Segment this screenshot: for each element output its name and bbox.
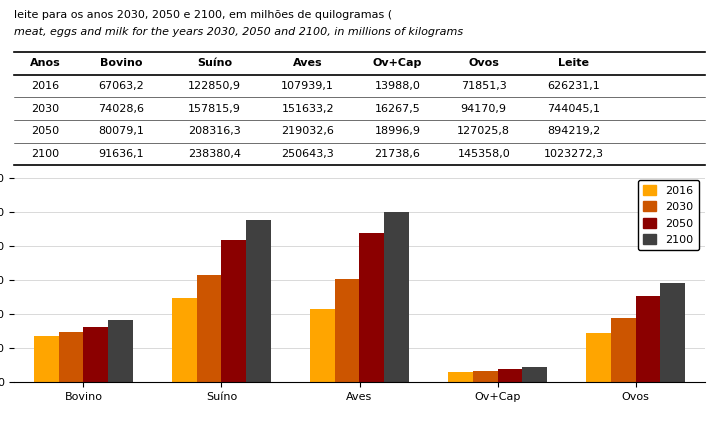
Bar xyxy=(247,220,271,382)
Bar xyxy=(196,275,221,382)
Text: 122850,9: 122850,9 xyxy=(188,81,241,91)
Bar xyxy=(83,328,109,382)
Bar xyxy=(109,320,133,382)
Text: 21738,6: 21738,6 xyxy=(375,149,421,159)
Text: meat, eggs and milk for the years 2030, 2050 and 2100, in millions of kilograms: meat, eggs and milk for the years 2030, … xyxy=(14,27,464,37)
Text: Bovino: Bovino xyxy=(100,59,142,69)
Text: leite para os anos 2030, 2050 e 2100, em milhões de quilogramas (: leite para os anos 2030, 2050 e 2100, em… xyxy=(14,10,396,20)
Text: 18996,9: 18996,9 xyxy=(375,126,421,136)
Text: 13988,0: 13988,0 xyxy=(375,81,421,91)
Text: 894219,2: 894219,2 xyxy=(547,126,600,136)
Legend: 2016, 2030, 2050, 2100: 2016, 2030, 2050, 2100 xyxy=(638,180,699,250)
Text: 127025,8: 127025,8 xyxy=(457,126,510,136)
Text: 2050: 2050 xyxy=(32,126,60,136)
Text: 2030: 2030 xyxy=(32,104,60,114)
Bar xyxy=(661,283,685,382)
Bar xyxy=(586,333,610,382)
Text: 107939,1: 107939,1 xyxy=(281,81,334,91)
Text: 16267,5: 16267,5 xyxy=(375,104,421,114)
Text: Aves: Aves xyxy=(293,59,323,69)
Text: Suíno: Suíno xyxy=(197,59,232,69)
Bar xyxy=(334,279,360,382)
Text: Anos: Anos xyxy=(30,59,61,69)
Bar xyxy=(448,372,472,382)
Bar xyxy=(610,318,636,382)
Text: 626231,1: 626231,1 xyxy=(547,81,600,91)
Text: 94170,9: 94170,9 xyxy=(461,104,507,114)
Text: Ovos: Ovos xyxy=(468,59,499,69)
Bar xyxy=(310,309,334,382)
Bar xyxy=(385,212,409,382)
Text: 91636,1: 91636,1 xyxy=(99,149,145,159)
Text: 208316,3: 208316,3 xyxy=(188,126,241,136)
Bar xyxy=(472,371,498,382)
Text: 2016: 2016 xyxy=(32,81,60,91)
Text: 71851,3: 71851,3 xyxy=(461,81,507,91)
Text: 145358,0: 145358,0 xyxy=(457,149,510,159)
Text: 744045,1: 744045,1 xyxy=(547,104,600,114)
Bar xyxy=(58,332,83,382)
Text: 67063,2: 67063,2 xyxy=(99,81,145,91)
Text: 74028,6: 74028,6 xyxy=(99,104,145,114)
Bar xyxy=(34,336,58,382)
Text: 238380,4: 238380,4 xyxy=(188,149,241,159)
Text: 157815,9: 157815,9 xyxy=(188,104,241,114)
Bar xyxy=(636,296,661,382)
Text: 80079,1: 80079,1 xyxy=(99,126,145,136)
Text: Ov+Cap: Ov+Cap xyxy=(372,59,422,69)
Bar xyxy=(360,233,385,382)
Bar xyxy=(172,299,196,382)
Text: 151633,2: 151633,2 xyxy=(281,104,334,114)
Text: Leite: Leite xyxy=(558,59,589,69)
Bar xyxy=(498,369,523,382)
Text: 1023272,3: 1023272,3 xyxy=(544,149,603,159)
Text: 250643,3: 250643,3 xyxy=(281,149,334,159)
Bar xyxy=(221,240,247,382)
Text: 219032,6: 219032,6 xyxy=(281,126,334,136)
Bar xyxy=(523,367,547,382)
Text: 2100: 2100 xyxy=(32,149,60,159)
